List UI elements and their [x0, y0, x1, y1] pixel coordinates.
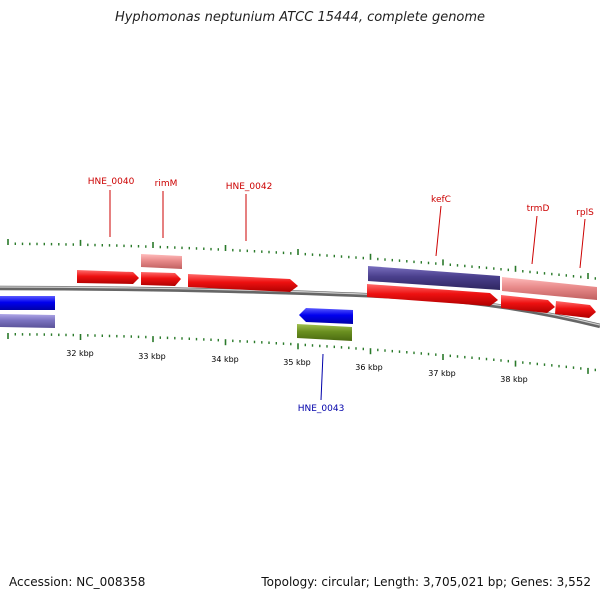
accession-text: Accession: NC_008358	[9, 575, 146, 589]
label-rimM[interactable]: rimM	[155, 179, 178, 189]
scale-label-36: 36 kbp	[355, 363, 383, 372]
cog-bar-rimM[interactable]	[141, 254, 182, 269]
gene-trmD[interactable]	[501, 295, 555, 313]
gene-kefC[interactable]	[367, 284, 498, 306]
leader-kefC	[435, 205, 442, 257]
cog-bar-hne0043[interactable]	[297, 324, 352, 341]
label-hne0043[interactable]: HNE_0043	[298, 404, 345, 414]
label-hne0040[interactable]: HNE_0040	[88, 177, 135, 187]
leader-trmD	[531, 215, 538, 265]
leader-hne0043	[320, 353, 324, 401]
scale-label-34: 34 kbp	[211, 355, 239, 364]
gene-hne0043[interactable]	[299, 308, 353, 324]
cog-bar-left-reverse[interactable]	[0, 314, 55, 328]
label-hne0042[interactable]: HNE_0042	[226, 182, 273, 192]
scale-label-38: 38 kbp	[500, 375, 528, 384]
gene-rimM[interactable]	[141, 272, 181, 286]
scale-label-37: 37 kbp	[428, 369, 456, 378]
gene-hne0040[interactable]	[77, 270, 139, 284]
cog-bar-kefC[interactable]	[368, 266, 500, 290]
cog-bar-trmD-rplS[interactable]	[502, 277, 597, 300]
genome-summary-text: Topology: circular; Length: 3,705,021 bp…	[261, 575, 591, 589]
genome-title: Hyphomonas neptunium ATCC 15444, complet…	[114, 10, 486, 25]
scale-label-35: 35 kbp	[283, 358, 311, 367]
tick-marks-top	[7, 239, 596, 280]
leader-rplS	[579, 218, 586, 269]
gene-left-reverse[interactable]	[0, 296, 55, 310]
gene-rplS[interactable]	[555, 301, 596, 318]
label-rplS[interactable]: rplS	[576, 208, 594, 218]
scale-label-32: 32 kbp	[66, 349, 94, 358]
gene-hne0042[interactable]	[188, 274, 298, 292]
tick-marks-bottom	[7, 333, 596, 374]
scale-label-33: 33 kbp	[138, 352, 166, 361]
label-trmD[interactable]: trmD	[527, 204, 550, 214]
label-kefC[interactable]: kefC	[431, 195, 451, 205]
